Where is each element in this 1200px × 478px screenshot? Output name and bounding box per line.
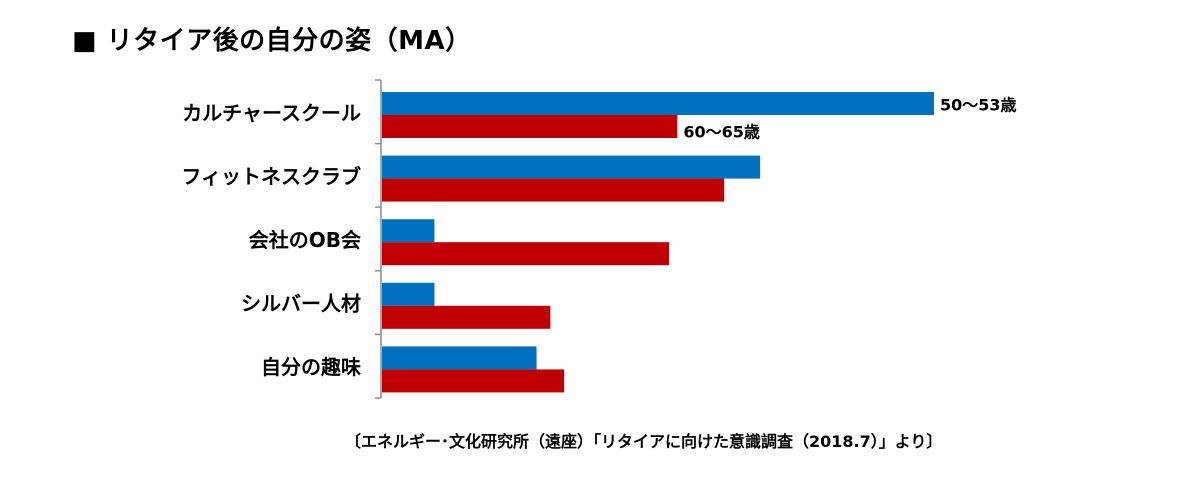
category-label: 会社のOB会 — [249, 228, 361, 252]
bar-series-b — [382, 369, 565, 393]
bar-series-b — [382, 115, 678, 138]
bar-series-a — [382, 155, 761, 179]
bar-series-a — [382, 346, 537, 370]
category-label: カルチャースクール — [182, 101, 361, 125]
category-label: フィットネスクラブ — [181, 164, 361, 188]
chart-title: ■ リタイア後の自分の姿（MA） — [72, 26, 472, 56]
bar-series-b — [382, 242, 670, 266]
source-note: 〔エネルギー･文化研究所（遠座）「リタイアに向けた意識調査（2018.7）」より… — [345, 432, 943, 451]
series-label: 60～65歳 — [683, 123, 760, 142]
bar-series-b — [382, 178, 725, 202]
series-label: 50～53歳 — [940, 96, 1017, 115]
bar-series-a — [382, 92, 934, 115]
bar-series-a — [382, 219, 435, 243]
category-label: シルバー人材 — [241, 292, 361, 316]
category-label: 自分の趣味 — [261, 355, 361, 379]
bar-series-a — [382, 282, 435, 306]
bar-series-b — [382, 305, 551, 329]
